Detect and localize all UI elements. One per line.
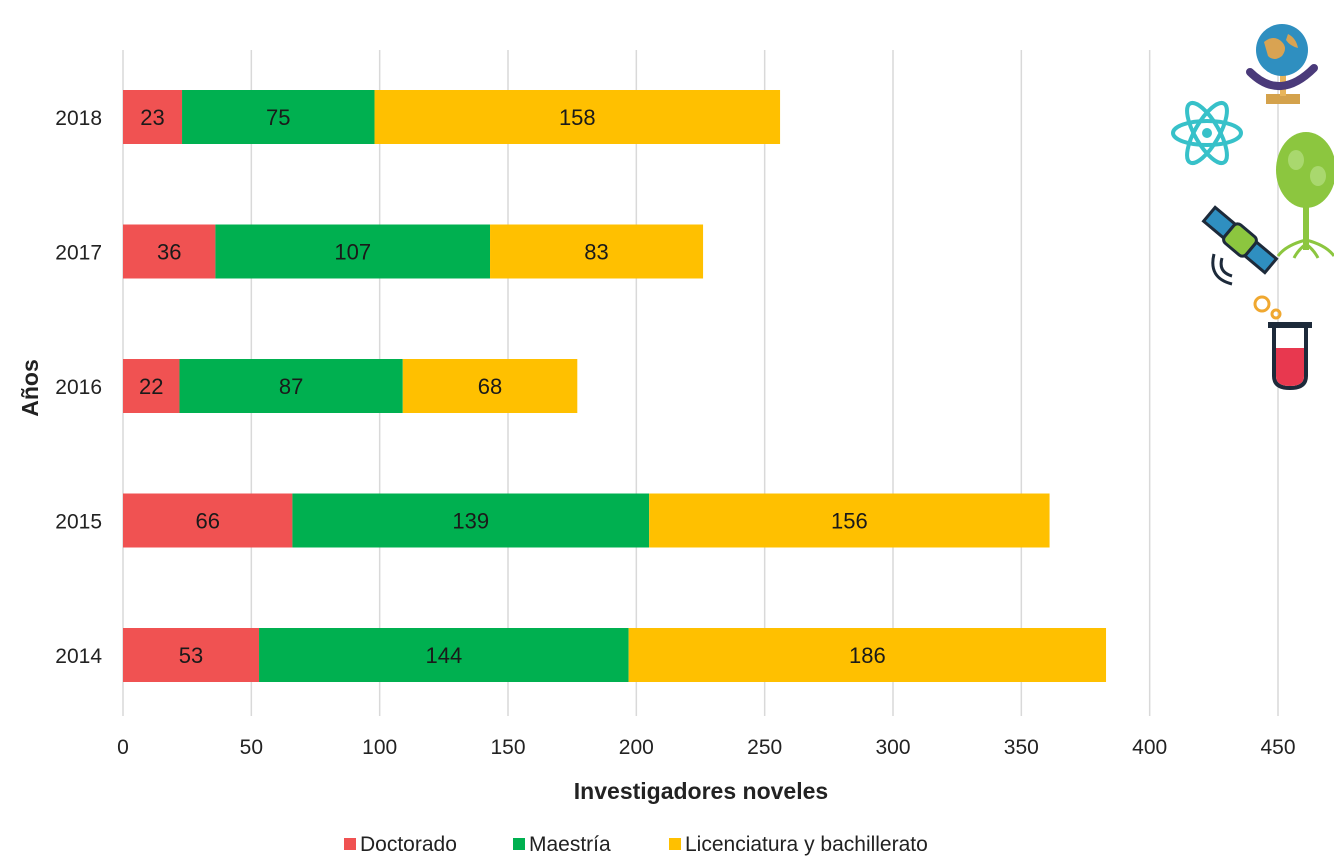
bar-segment [123, 224, 216, 279]
globe-icon [1246, 24, 1318, 104]
data-label: 156 [831, 509, 868, 534]
data-label: 75 [266, 105, 290, 130]
x-tick-label: 200 [619, 736, 654, 759]
bar-segment [123, 628, 260, 682]
legend-swatch [669, 838, 681, 850]
y-tick-label: 2017 [55, 242, 102, 265]
test-tube-icon [1253, 295, 1312, 391]
atom-icon [1171, 100, 1243, 166]
data-label: 158 [559, 105, 596, 130]
x-tick-label: 150 [490, 736, 525, 759]
gridlines [122, 50, 1279, 716]
bar-segment [179, 359, 403, 413]
legend-swatch [513, 838, 525, 850]
x-axis-title: Investigadores noveles [574, 778, 828, 804]
data-label: 66 [195, 509, 219, 534]
bar-segment [649, 493, 1050, 548]
data-label: 22 [139, 374, 163, 399]
bar-segment [374, 90, 781, 144]
x-tick-label: 450 [1260, 736, 1295, 759]
data-label: 87 [279, 374, 303, 399]
x-tick-label: 50 [240, 736, 263, 759]
bar-segment [628, 628, 1107, 682]
legend-item: Doctorado [360, 833, 457, 856]
data-label: 144 [425, 643, 462, 668]
x-tick-label: 350 [1004, 736, 1039, 759]
data-label: 53 [179, 643, 203, 668]
bars: 23 75 158 36 107 83 22 87 68 66 139 156 53 144 186 [123, 90, 1107, 682]
x-tick-label: 400 [1132, 736, 1167, 759]
y-axis-title: Años [17, 359, 43, 417]
y-tick-labels: 2018 2017 2016 2015 2014 [55, 107, 102, 668]
x-tick-labels: 0 50 100 150 200 250 300 350 400 450 [117, 736, 1295, 759]
bar-segment [123, 90, 183, 144]
bar-segment [215, 224, 491, 279]
y-tick-label: 2018 [55, 107, 102, 130]
satellite-icon [1201, 205, 1279, 286]
y-tick-label: 2016 [55, 376, 102, 399]
legend-swatch [344, 838, 356, 850]
data-label: 186 [849, 643, 886, 668]
data-label: 83 [584, 240, 608, 265]
bar-segment [402, 359, 578, 413]
data-label: 139 [452, 509, 489, 534]
bar-segment [123, 359, 180, 413]
data-label: 107 [334, 240, 371, 265]
x-tick-label: 100 [362, 736, 397, 759]
bar-segment [182, 90, 375, 144]
data-label: 68 [478, 374, 502, 399]
bar-segment [490, 224, 704, 279]
bar-segment [123, 493, 293, 548]
legend-item: Maestría [529, 833, 611, 856]
data-label: 36 [157, 240, 181, 265]
legend: Doctorado Maestría Licenciatura y bachille… [344, 833, 928, 856]
legend-item: Licenciatura y bachillerato [685, 833, 928, 856]
data-label: 23 [140, 105, 164, 130]
x-tick-label: 0 [117, 736, 129, 759]
y-tick-label: 2014 [55, 645, 102, 668]
bar-segment [292, 493, 650, 548]
bar-segment [259, 628, 629, 682]
tree-icon [1276, 132, 1334, 259]
x-tick-label: 250 [747, 736, 782, 759]
x-tick-label: 300 [875, 736, 910, 759]
y-tick-label: 2015 [55, 511, 102, 534]
